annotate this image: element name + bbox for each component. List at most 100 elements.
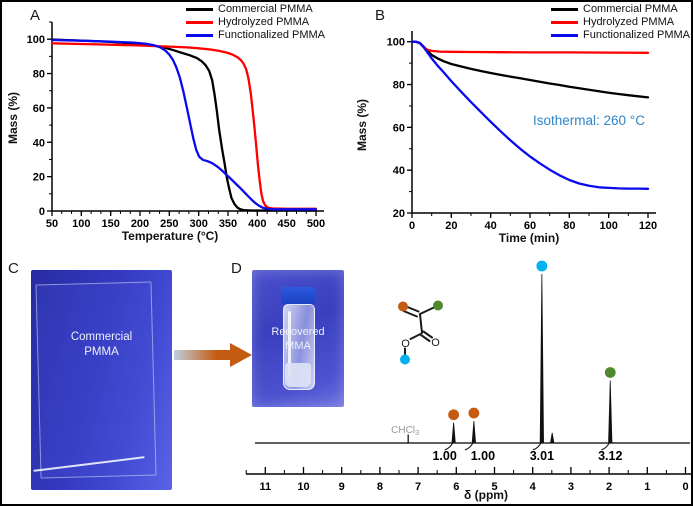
tick-label: 250 (160, 218, 178, 230)
chart-b-xlabel: Time (min) (498, 231, 560, 245)
carbonyl-double-bond-1 (422, 330, 433, 339)
tick-label: 450 (277, 218, 295, 230)
legend-label: Functionalized PMMA (218, 29, 325, 41)
tick-label: 100 (27, 34, 45, 46)
tick-label: 100 (599, 220, 617, 232)
methyl-dot (433, 300, 443, 311)
legend-item: Hydrolyzed PMMA (186, 16, 325, 29)
acrylic-sheet (35, 281, 157, 479)
commercial-pmma-photo: Commercial PMMA (31, 270, 172, 490)
photo-c-caption-line1: Commercial (70, 331, 133, 343)
carbonyl-double-bond-2 (420, 334, 431, 342)
integral-mark (532, 440, 543, 451)
series-hydrolyzed (410, 40, 650, 54)
methyl-bond (419, 305, 437, 315)
vial-reflection (288, 311, 291, 377)
photo-d-caption-line2: MMA (285, 340, 311, 353)
tick-label: 0 (409, 220, 415, 232)
tick-label: 0 (682, 481, 688, 493)
tick-label: 40 (33, 137, 45, 149)
series-functionalized (410, 40, 650, 190)
legend-item: Hydrolyzed PMMA (551, 16, 690, 29)
tick-label: 350 (219, 218, 237, 230)
nmr-peak (550, 432, 555, 444)
tick-label: 50 (46, 218, 58, 230)
photo-d-caption: Recovered MMA (252, 325, 344, 354)
tick-label: 10 (297, 481, 309, 493)
chart-a-ylabel: Mass (%) (6, 92, 20, 145)
nmr-peak (471, 420, 477, 444)
methylene-dot (398, 301, 408, 312)
legend-swatch-hydrolyzed (186, 21, 213, 24)
vial-cap (281, 287, 315, 304)
axes: 50 100 150 200 250 300 350 400 450 500 0 20 40 60 80 10… (27, 21, 325, 230)
tick-label: 150 (101, 218, 119, 230)
tick-label: 8 (377, 481, 383, 493)
panel-b-label: B (375, 7, 386, 24)
legend-item: Functionalized PMMA (186, 29, 325, 42)
recovered-mma-photo: Recovered MMA (252, 270, 344, 407)
legend-label: Commercial PMMA (583, 3, 678, 15)
nmr-peak (539, 273, 544, 444)
integral-mark (464, 440, 475, 451)
assignment-dot (604, 367, 616, 378)
legend-item: Commercial PMMA (551, 3, 690, 16)
process-arrow (174, 343, 252, 367)
tick-label: 2 (606, 481, 612, 493)
isothermal-annotation: Isothermal: 260 °C (533, 113, 645, 128)
tick-label: 400 (248, 218, 266, 230)
solvent-label: CHCl3 (391, 425, 419, 437)
assignment-dot (536, 260, 548, 272)
legend-swatch-functionalized (186, 34, 213, 37)
legend-swatch-commercial (186, 8, 213, 11)
vial-body (283, 304, 315, 390)
panel-d-label: D (231, 260, 242, 277)
tick-label: 20 (445, 220, 457, 232)
axes: 0 20 40 60 80 100 120 20 40 60 80 100 (387, 31, 657, 232)
tick-label: 120 (639, 220, 657, 232)
photo-d-caption-line1: Recovered (271, 326, 325, 338)
panel-a-label: A (30, 7, 41, 24)
nmr-xlabel: δ (ppm) (464, 488, 508, 502)
tick-label: 20 (393, 208, 405, 220)
chart-b-ylabel: Mass (%) (355, 99, 369, 152)
nmr-axis: 11 10 9 8 7 6 5 4 3 2 1 0 (245, 467, 691, 493)
tick-label: 100 (387, 37, 405, 49)
tick-label: 11 (259, 481, 271, 493)
photo-c-caption: Commercial PMMA (31, 330, 172, 360)
tick-label: 1 (644, 481, 650, 493)
integration-value: 3.12 (598, 449, 622, 463)
chart-a-xlabel: Temperature (°C) (121, 229, 219, 243)
tick-label: 80 (33, 69, 45, 81)
chart-b-legend: Commercial PMMA Hydrolyzed PMMA Function… (551, 3, 690, 42)
integration-value: 1.00 (471, 449, 495, 463)
tick-label: 7 (415, 481, 421, 493)
legend-item: Commercial PMMA (186, 3, 325, 16)
integration-value: 3.01 (530, 449, 554, 463)
vinyl-double-bond-2 (402, 310, 418, 318)
ester-oxygen-label: O (401, 338, 410, 350)
nmr-peak (608, 380, 613, 444)
legend-swatch-hydrolyzed (551, 21, 578, 24)
tick-label: 60 (393, 122, 405, 134)
tick-label: 80 (393, 80, 405, 92)
tick-label: 3 (568, 481, 574, 493)
tick-label: 500 (307, 218, 325, 230)
series-hydrolyzed (50, 42, 318, 210)
molecule-bonds (402, 305, 437, 356)
tick-label: 0 (39, 206, 45, 218)
vial-liquid (285, 363, 311, 387)
methoxy-dot (400, 354, 410, 365)
legend-label: Functionalized PMMA (583, 29, 690, 41)
assignment-dot (448, 409, 460, 421)
tga-isothermal-chart: 0 20 40 60 80 100 120 20 40 60 80 100 (387, 31, 657, 232)
integral-mark (444, 440, 455, 451)
tick-label: 60 (33, 103, 45, 115)
legend-label: Hydrolyzed PMMA (583, 16, 675, 28)
photo-c-caption-line2: PMMA (84, 345, 119, 358)
tick-label: 100 (72, 218, 90, 230)
integration-value: 1.00 (432, 449, 456, 463)
carbonyl-oxygen-label: O (431, 337, 440, 349)
